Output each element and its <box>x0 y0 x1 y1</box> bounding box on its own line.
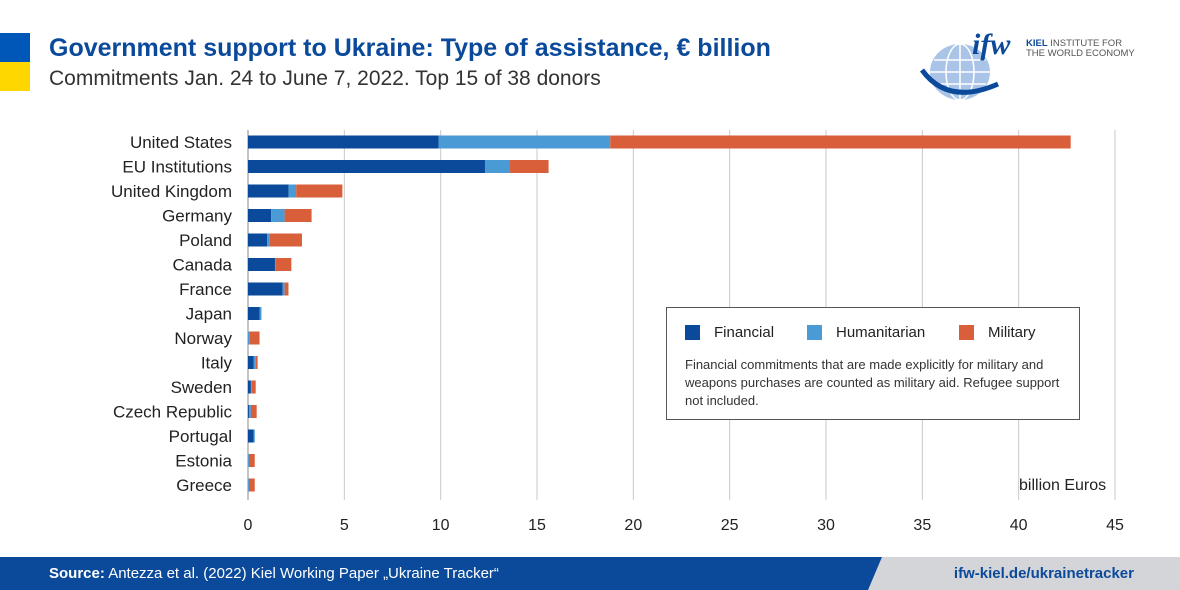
bar-financial-united-kingdom <box>248 184 289 198</box>
legend-label-financial: Financial <box>714 324 775 341</box>
ukraine-flag-yellow <box>0 62 30 91</box>
bar-financial-czech-republic <box>248 405 249 418</box>
category-label: EU Institutions <box>122 158 232 177</box>
category-label: Canada <box>172 256 232 275</box>
legend-swatch-humanitarian <box>807 325 822 340</box>
x-tick-label: 10 <box>432 517 450 534</box>
bar-humanitarian-germany <box>271 209 285 222</box>
x-axis-ticks: 0 5 10 15 20 25 30 35 40 45 <box>244 517 1124 534</box>
category-label: Estonia <box>175 452 232 471</box>
footer-source-text: Antezza et al. (2022) Kiel Working Paper… <box>104 565 499 582</box>
bar-financial-japan <box>248 307 260 320</box>
chart-title: Government support to Ukraine: Type of a… <box>49 34 771 62</box>
category-label: Norway <box>174 329 232 348</box>
legend-note: Financial commitments that are made expl… <box>685 357 1060 408</box>
ukraine-flag-blue <box>0 33 30 62</box>
bar-military-italy <box>255 356 258 369</box>
bar-military-germany <box>284 209 312 222</box>
logo-kiel: KIEL <box>1026 38 1048 49</box>
logo-wordmark: ifw <box>972 28 1011 61</box>
bar-financial-canada <box>248 258 275 271</box>
x-tick-label: 15 <box>528 517 546 534</box>
legend-item-humanitarian: Humanitarian <box>807 324 925 341</box>
logo-swoosh <box>919 68 1000 95</box>
x-tick-label: 45 <box>1106 517 1124 534</box>
logo-institute: INSTITUTE FOR <box>1048 38 1123 49</box>
x-tick-label: 5 <box>340 517 349 534</box>
bar-humanitarian-eu-institutions <box>484 160 511 173</box>
ifw-logo: ifw KIEL INSTITUTE FOR THE WORLD ECONOMY <box>919 28 1135 101</box>
bar-military-greece <box>248 478 255 492</box>
legend-item-military: Military <box>959 324 1036 341</box>
bar-financial-united-states <box>248 135 439 149</box>
bar-military-norway <box>249 331 260 345</box>
category-label: United Kingdom <box>111 182 232 201</box>
bar-humanitarian-poland <box>267 233 270 247</box>
footer-bar: Source: Antezza et al. (2022) Kiel Worki… <box>0 557 1180 590</box>
stacked-bar-chart: United States EU Institutions United Kingd… <box>111 130 1124 534</box>
x-axis-unit-label: billion Euros <box>1019 477 1107 494</box>
category-label: Portugal <box>169 427 232 446</box>
bar-military-canada <box>275 258 292 271</box>
bar-humanitarian-canada <box>274 258 276 271</box>
legend-item-financial: Financial <box>685 324 774 341</box>
bar-financial-france <box>248 282 283 296</box>
x-tick-label: 40 <box>1010 517 1028 534</box>
category-label: Poland <box>179 231 232 250</box>
bar-humanitarian-france <box>282 282 285 296</box>
legend-swatch-financial <box>685 325 700 340</box>
bar-humanitarian-norway <box>248 331 250 345</box>
bar-military-france <box>284 282 289 296</box>
legend: Financial Humanitarian Military Financia… <box>666 307 1080 420</box>
bar-humanitarian-greece <box>248 478 249 492</box>
bars <box>248 135 1071 492</box>
category-label: France <box>179 280 232 299</box>
bar-humanitarian-czech-republic <box>248 405 251 418</box>
legend-label-military: Military <box>988 324 1036 341</box>
logo-world-economy: THE WORLD ECONOMY <box>1026 48 1135 59</box>
category-label: United States <box>130 133 232 152</box>
bar-military-united-states <box>610 135 1071 149</box>
legend-label-humanitarian: Humanitarian <box>836 324 926 341</box>
category-label: Czech Republic <box>113 403 233 422</box>
bar-military-poland <box>269 233 302 247</box>
x-tick-label: 25 <box>721 517 739 534</box>
category-labels: United States EU Institutions United Kingd… <box>111 133 233 495</box>
bar-military-estonia <box>248 454 255 467</box>
bar-humanitarian-japan <box>259 307 262 320</box>
bar-financial-germany <box>248 209 272 222</box>
category-label: Germany <box>162 207 232 226</box>
footer-url-panel: ifw-kiel.de/ukrainetracker <box>868 557 1180 590</box>
footer-source-panel: Source: Antezza et al. (2022) Kiel Worki… <box>0 557 900 590</box>
bar-military-sweden <box>251 380 256 394</box>
x-tick-label: 30 <box>817 517 835 534</box>
bar-humanitarian-sweden <box>250 380 252 394</box>
x-tick-label: 0 <box>244 517 253 534</box>
bar-humanitarian-italy <box>253 356 256 369</box>
bar-financial-eu-institutions <box>248 160 485 173</box>
category-label: Italy <box>201 354 233 373</box>
bar-financial-poland <box>248 233 268 247</box>
footer-source: Source: Antezza et al. (2022) Kiel Worki… <box>49 565 499 582</box>
bar-military-united-kingdom <box>296 184 343 198</box>
bar-financial-portugal <box>248 429 254 443</box>
bar-humanitarian-united-states <box>438 135 611 149</box>
footer-source-label: Source: <box>49 565 105 582</box>
bar-financial-sweden <box>248 380 251 394</box>
chart-subtitle: Commitments Jan. 24 to June 7, 2022. Top… <box>49 67 601 90</box>
x-tick-label: 35 <box>913 517 931 534</box>
category-label: Japan <box>186 305 232 324</box>
bar-humanitarian-estonia <box>248 454 249 467</box>
bar-military-eu-institutions <box>510 160 549 173</box>
category-label: Sweden <box>171 378 232 397</box>
bar-financial-italy <box>248 356 254 369</box>
bar-humanitarian-portugal <box>253 429 255 443</box>
bar-humanitarian-united-kingdom <box>288 184 297 198</box>
svg-text:KIEL INSTITUTE FOR: KIEL INSTITUTE FOR <box>1026 38 1122 49</box>
x-tick-label: 20 <box>624 517 642 534</box>
bar-military-czech-republic <box>250 405 257 418</box>
category-label: Greece <box>176 476 232 495</box>
footer-url-link[interactable]: ifw-kiel.de/ukrainetracker <box>953 565 1134 582</box>
legend-swatch-military <box>959 325 974 340</box>
